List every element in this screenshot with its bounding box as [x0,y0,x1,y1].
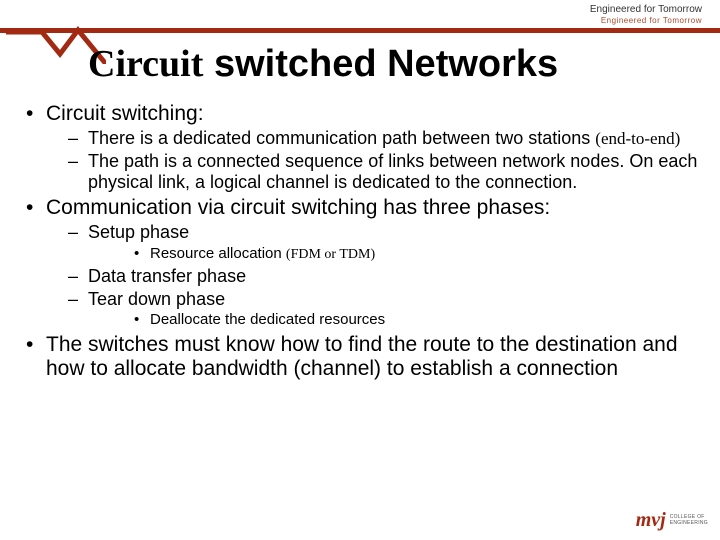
bullet-level-3: Deallocate the dedicated resources [88,311,700,329]
bullet-level-1: Communication via circuit switching has … [20,196,700,329]
logo-text: mvj [636,509,666,532]
bullet-level-2: Tear down phaseDeallocate the dedicated … [46,289,700,330]
header-bar [0,28,720,33]
header-subtagline: Engineered for Tomorrow [601,16,702,25]
footer-logo: mvj COLLEGE OF ENGINEERING [636,509,708,532]
title-sans: switched Networks [203,43,558,85]
bullet-level-3: Resource allocation (FDM or TDM) [88,245,700,264]
bullet-level-1: Circuit switching:There is a dedicated c… [20,102,700,192]
bullet-level-2: Data transfer phase [46,266,700,287]
bullet-level-1: The switches must know how to find the r… [20,333,700,381]
bullet-level-2: There is a dedicated communication path … [46,128,700,149]
title-serif: Circuit [88,43,203,85]
header-tagline: Engineered for Tomorrow [590,4,702,15]
slide-content: Circuit switching:There is a dedicated c… [20,102,700,385]
bullet-level-2: Setup phaseResource allocation (FDM or T… [46,222,700,263]
logo-subtext: COLLEGE OF ENGINEERING [670,515,708,526]
slide-title: Circuit switched Networks [88,42,558,86]
bullet-level-2: The path is a connected sequence of link… [46,151,700,192]
